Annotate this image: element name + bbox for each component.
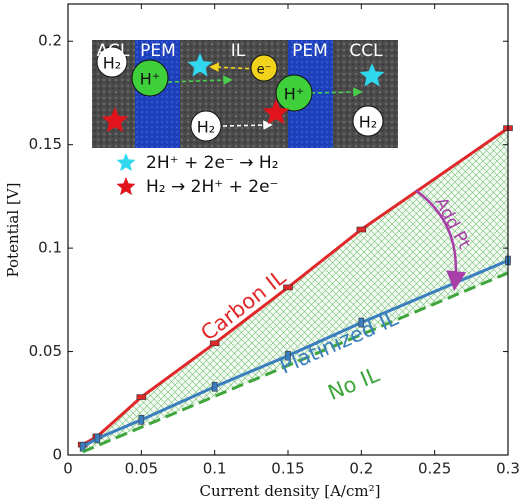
layer-label: IL [231,41,246,61]
x-tick-label: 0.2 [349,460,373,478]
data-point [356,226,367,233]
star [262,99,290,125]
data-point [211,381,218,392]
star [116,153,136,172]
layer-label: PEM [292,41,328,61]
species-label: H₂ [103,54,121,73]
y-tick-label: 0.15 [29,135,62,153]
proton [131,59,169,97]
plot-area [77,125,513,454]
shaded-region [82,128,509,452]
layer-label: PEM [140,41,176,61]
h2-arrow [222,120,273,130]
star [116,177,136,196]
proton-arrow [310,87,363,97]
electron [250,54,278,82]
data-point [138,415,145,425]
data-point [94,433,101,444]
x-tick-label: 0.15 [271,460,304,478]
h2-molecule [190,110,222,142]
data-point [283,284,293,291]
star [101,107,129,133]
proton-arrow [167,75,233,85]
series-line [82,271,509,454]
y-tick-label: 0 [52,446,62,464]
data-point [358,317,365,328]
inset: ACL PEM IL PEM CCL H₂ H⁺ e⁻ H₂ H⁺ H₂ 2H⁺… [92,40,398,197]
x-tick-label: 0.1 [203,460,227,478]
h2-molecule [352,105,384,137]
star [359,63,385,87]
x-tick-label: 0.3 [496,460,520,478]
x-axis-label: Current density [A/cm²] [200,482,381,500]
species-label: H₂ [197,118,215,137]
y-tick-label: 0.05 [29,342,62,360]
species-label: H⁺ [284,85,304,104]
species-label: H⁺ [140,70,160,89]
species-label: H₂ [359,113,377,132]
h2-molecule [96,46,128,78]
series-label: No IL [324,362,383,405]
data-point [136,394,147,400]
y-axis-label: Potential [V] [4,183,22,278]
proton [275,74,313,112]
y-tick-label: 0.1 [38,239,62,257]
x-tick-label: 0.05 [125,460,158,478]
reaction-label: H₂ → 2H⁺ + 2e⁻ [146,177,279,197]
x-tick-label: 0.25 [418,460,451,478]
reaction-label: 2H⁺ + 2e⁻ → H₂ [146,153,279,173]
x-tick-label: 0 [63,460,73,478]
species-label: e⁻ [257,63,272,78]
annotation-arrow [414,189,467,292]
layer-label: CCL [349,41,383,61]
data-point [209,340,220,347]
data-point [285,350,291,361]
layer-label: ACL [97,41,130,61]
star [187,53,213,77]
y-tick-label: 0.2 [38,32,62,50]
electron-arrow [209,62,257,73]
shaded-region [82,128,509,452]
